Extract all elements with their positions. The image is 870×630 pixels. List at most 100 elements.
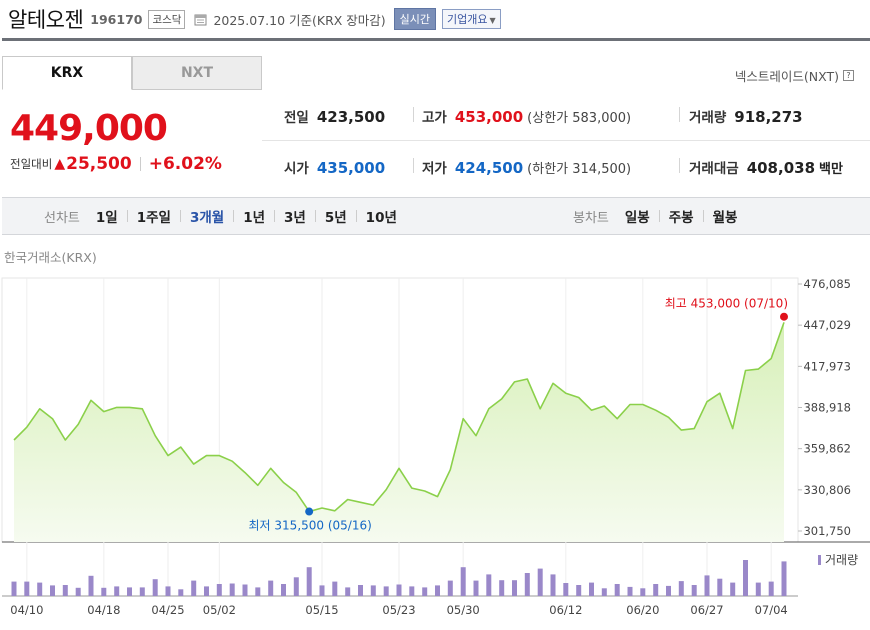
nxt-note: 넥스트레이드(NXT) ?	[735, 66, 854, 85]
volume-bar	[524, 573, 530, 596]
period-5y[interactable]: 5년	[324, 210, 347, 226]
divider	[413, 158, 414, 173]
divider	[679, 158, 680, 173]
divider	[233, 210, 235, 222]
period-3m[interactable]: 3개월	[189, 210, 225, 226]
day-low: 저가 424,500 (하한가 314,500)	[422, 157, 631, 177]
x-tick-label: 04/18	[87, 603, 120, 617]
high-value: 453,000	[454, 108, 524, 126]
header-divider	[2, 38, 870, 41]
y-tick-label: 388,918	[803, 401, 851, 415]
line-chart-label: 선차트	[44, 210, 80, 226]
x-tick-label: 05/02	[203, 603, 236, 617]
volume-bar	[512, 580, 517, 596]
period-10y[interactable]: 10년	[365, 210, 397, 226]
x-tick-label: 07/04	[755, 603, 788, 617]
volume-bar	[229, 583, 235, 596]
volume-bar	[75, 587, 81, 596]
volume-bar	[601, 588, 607, 596]
volume-bar	[37, 582, 43, 596]
volume-bar	[704, 575, 710, 596]
help-icon[interactable]: ?	[843, 70, 854, 81]
trade-value-unit: 백만	[819, 162, 843, 177]
volume-bar	[268, 580, 274, 596]
tab-krx[interactable]: KRX	[2, 56, 132, 90]
trade-value-label: 거래대금	[689, 161, 739, 177]
line-chart-periods: 선차트 1일 1주일 3개월 1년 3년 5년 10년	[44, 198, 397, 234]
volume-bar	[319, 585, 325, 596]
volume-bars	[11, 560, 787, 596]
volume-bar	[653, 584, 659, 596]
volume-bar	[383, 586, 389, 596]
period-1w[interactable]: 1주일	[136, 210, 171, 226]
current-price: 449,000	[10, 108, 168, 149]
volume-bar	[11, 581, 17, 596]
change-percent: +6.02%	[148, 154, 222, 174]
candle-monthly[interactable]: 월봉	[712, 210, 738, 226]
volume-bar	[550, 574, 556, 596]
x-tick-label: 06/20	[626, 603, 659, 617]
as-of-date: 2025.07.10 기준(KRX 장마감)	[213, 12, 386, 28]
period-3y[interactable]: 3년	[284, 210, 306, 226]
high-annotation: 최고 453,000 (07/10)	[665, 297, 788, 311]
volume-bar	[486, 574, 492, 596]
price-area-series	[13, 322, 785, 542]
candle-chart-periods: 봉차트 일봉 주봉 월봉	[573, 198, 737, 234]
x-tick-label: 05/30	[447, 603, 480, 617]
lower-limit: (하한가 314,500)	[527, 162, 632, 177]
day-high: 고가 453,000 (상한가 583,000)	[422, 106, 631, 126]
price-chart: 04/10 04/18 04/25 05/02 05/15 05/23 05/30 06/12…	[1, 277, 870, 617]
divider	[413, 107, 414, 122]
prev-close: 전일 423,500	[284, 106, 385, 126]
volume-bar	[781, 561, 787, 596]
volume-legend-label: 거래량	[825, 553, 858, 567]
quote-row: 시가 435,000 저가 424,500 (하한가 314,500) 거래대금…	[262, 141, 870, 192]
quote-summary: 전일 423,500 고가 453,000 (상한가 583,000) 거래량 …	[262, 90, 870, 192]
volume-bar	[178, 589, 184, 596]
volume-bar	[139, 587, 145, 596]
volume-bar	[614, 584, 620, 596]
y-tick-label: 476,085	[803, 277, 851, 291]
volume-bar	[755, 582, 761, 596]
price-line	[13, 322, 785, 513]
volume-bar	[537, 568, 543, 596]
company-info-label: 기업개요	[447, 13, 488, 26]
market-badge: 코스닥	[148, 9, 186, 29]
volume-bar	[499, 580, 505, 596]
volume-bar	[165, 586, 171, 596]
stock-name: 알테오젠	[8, 8, 84, 32]
tab-nxt[interactable]: NXT	[132, 56, 262, 90]
period-1d[interactable]: 1일	[95, 210, 118, 226]
volume-bar	[717, 578, 723, 596]
calendar-icon	[194, 12, 208, 26]
open-label: 시가	[284, 161, 309, 177]
divider	[702, 210, 704, 222]
volume-bar	[358, 585, 363, 596]
price-change: 전일대비 ▲ 25,500 +6.02%	[10, 154, 222, 174]
company-info-button[interactable]: 기업개요 ▼	[442, 9, 501, 29]
low-label: 저가	[422, 161, 447, 177]
high-label: 고가	[422, 110, 447, 126]
divider	[658, 210, 660, 222]
volume-bar	[396, 584, 402, 596]
divider	[314, 210, 316, 222]
volume-bar	[666, 585, 671, 596]
price-area-fill	[14, 322, 784, 542]
volume-bar	[435, 585, 440, 596]
volume: 거래량 918,273	[689, 106, 803, 126]
y-tick-label: 301,750	[803, 524, 851, 538]
volume-bar	[114, 586, 120, 596]
volume-bar	[152, 579, 158, 596]
volume-bar	[255, 587, 261, 596]
period-1y[interactable]: 1년	[243, 210, 266, 226]
candle-weekly[interactable]: 주봉	[668, 210, 694, 226]
low-value: 424,500	[454, 159, 524, 177]
open-value: 435,000	[316, 159, 386, 177]
candle-daily[interactable]: 일봉	[624, 210, 650, 226]
chart-source: 한국거래소(KRX)	[4, 250, 97, 265]
volume-bar	[50, 585, 55, 596]
volume-bar	[627, 586, 633, 596]
change-label: 전일대비	[10, 157, 53, 171]
volume-bar	[101, 587, 107, 596]
realtime-button[interactable]: 실시간	[393, 8, 437, 30]
